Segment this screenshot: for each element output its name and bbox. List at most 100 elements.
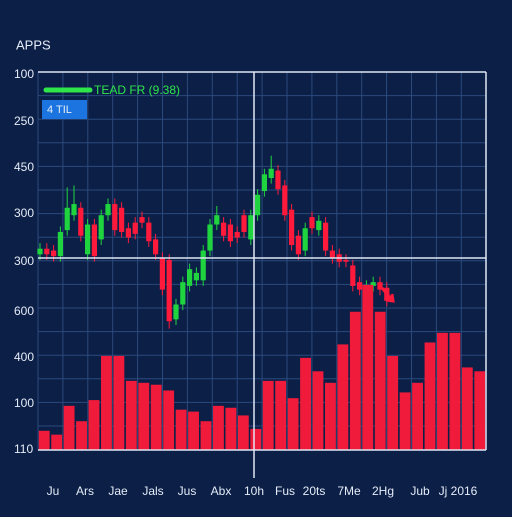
candle-body: [78, 207, 84, 236]
x-tick-label: 20ts: [303, 484, 326, 498]
x-tick-label: Ars: [76, 484, 94, 498]
candle-body: [261, 174, 267, 192]
candle-body: [51, 250, 57, 257]
candle-body: [289, 209, 295, 245]
bar: [287, 398, 299, 450]
bar: [101, 355, 112, 450]
candle-body: [302, 228, 308, 251]
bar: [88, 400, 100, 450]
bar: [237, 415, 249, 450]
y-tick-label: 100: [14, 396, 34, 410]
candle-body: [112, 204, 118, 231]
candle-body: [370, 282, 376, 286]
candle-body: [316, 220, 322, 231]
badge-label: 4 TIL: [47, 104, 72, 116]
candle-body: [85, 224, 91, 255]
candle-body: [139, 217, 145, 223]
candle-body: [275, 170, 281, 190]
x-tick-label: Abx: [211, 484, 232, 498]
candle-body: [343, 259, 349, 262]
candle-body: [227, 224, 233, 242]
candle-body: [357, 282, 363, 290]
bar: [337, 344, 349, 450]
candle-body: [105, 204, 111, 216]
bar: [262, 380, 274, 450]
candle-body: [241, 215, 247, 232]
candle-body: [166, 259, 172, 322]
bar: [225, 407, 237, 450]
candle-body: [214, 215, 220, 225]
candle-body: [37, 248, 43, 255]
bar: [412, 382, 423, 450]
marks: [37, 155, 486, 450]
y-tick-label: 300: [14, 206, 34, 220]
candle-body: [153, 239, 159, 255]
bar: [76, 421, 87, 450]
candle-body: [98, 215, 104, 240]
bar: [349, 311, 361, 450]
bar: [312, 371, 324, 450]
y-tick-label: 400: [14, 350, 34, 364]
x-tick-label: 2Hg: [372, 484, 394, 498]
bar: [213, 405, 224, 450]
candle-body: [268, 168, 274, 179]
bar: [275, 380, 287, 450]
y-tick-label: 450: [14, 160, 34, 174]
bar: [437, 332, 448, 450]
candle-body: [207, 224, 213, 251]
bar: [399, 392, 411, 450]
bar: [250, 428, 262, 450]
candle-body: [57, 231, 63, 257]
x-tick-label: 7Me: [337, 484, 361, 498]
candle-body: [309, 217, 315, 229]
candle-body: [125, 228, 131, 238]
y-tick-label: 300: [14, 254, 34, 268]
y-tick-label: 600: [14, 304, 34, 318]
candle-body: [44, 248, 50, 255]
bar: [461, 367, 473, 450]
y-tick-label: 100: [14, 67, 34, 81]
bar: [38, 430, 50, 450]
bar: [449, 332, 461, 450]
x-tick-label: Fus: [275, 484, 295, 498]
badge: [42, 100, 87, 119]
bar: [138, 382, 150, 450]
candle-body: [159, 258, 165, 290]
bar: [113, 355, 125, 450]
bar: [200, 421, 212, 450]
candle-body: [173, 304, 179, 320]
bar: [188, 411, 199, 450]
y-tick-label: 110: [14, 442, 33, 456]
bar: [300, 357, 311, 450]
candle-body: [329, 250, 335, 258]
y-tick-label: 250: [14, 114, 34, 128]
candle-body: [234, 231, 240, 238]
bar: [125, 380, 137, 450]
bar: [150, 384, 162, 450]
bar: [325, 382, 336, 450]
candle-body: [350, 265, 356, 286]
bar: [63, 405, 75, 450]
x-tick-label: Jae: [108, 484, 128, 498]
bar: [374, 311, 386, 450]
candle-body: [248, 215, 254, 240]
bar: [387, 355, 399, 450]
candle-body: [323, 222, 329, 251]
bar: [424, 342, 436, 450]
arrow: [380, 287, 395, 303]
candle-body: [91, 224, 97, 257]
x-tick-label: Jj 2016: [439, 484, 478, 498]
candle-body: [282, 185, 288, 216]
candle-body: [221, 222, 227, 236]
candle-body: [180, 282, 186, 305]
bar: [362, 284, 374, 450]
bar: [51, 434, 63, 450]
x-tick-label: Jals: [142, 484, 163, 498]
candle-body: [132, 222, 138, 234]
candle-body: [71, 204, 77, 216]
chart-title: APPS: [16, 37, 51, 52]
bar: [474, 371, 486, 450]
candle-body: [119, 207, 125, 232]
